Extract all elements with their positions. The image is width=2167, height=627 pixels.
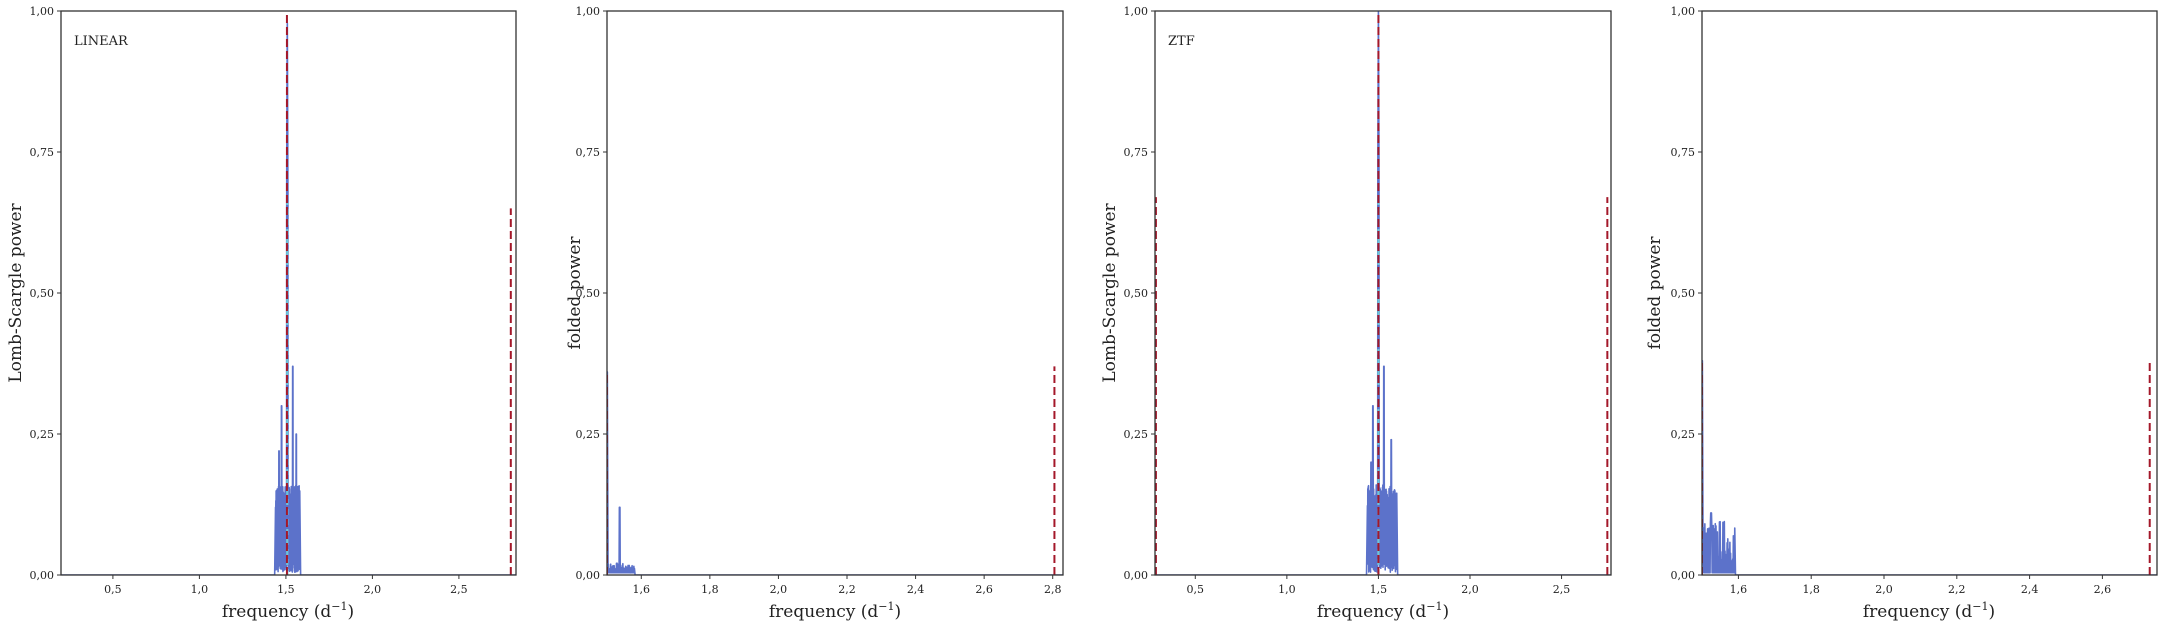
- y-tick-label: 0,25: [576, 428, 601, 441]
- power-series-line: [607, 371, 1063, 575]
- x-tick-label: 2,6: [2094, 583, 2112, 596]
- x-tick-label: 2,0: [1461, 583, 1479, 596]
- x-tick-label: 1,5: [277, 583, 295, 596]
- x-tick-label: 1,8: [1802, 583, 1820, 596]
- y-tick-label: 0,50: [576, 287, 601, 300]
- panel-label: LINEAR: [74, 34, 129, 49]
- power-series-line: [1155, 11, 1611, 575]
- x-tick-label: 0,5: [1187, 583, 1205, 596]
- y-axis-label: Lomb-Scargle power: [6, 202, 26, 382]
- x-tick-label: 2,4: [2021, 583, 2039, 596]
- panel-ztf-folded: folded power frequency (d−1) 1,6 1,8 2,0 2,…: [1645, 5, 2158, 622]
- y-tick-label: 0,75: [1671, 146, 1696, 159]
- x-tick-label: 2,8: [1044, 583, 1062, 596]
- x-axis-label: frequency (d−1): [769, 600, 901, 622]
- y-tick-label: 0,25: [30, 428, 55, 441]
- y-tick-label: 0,25: [1671, 428, 1696, 441]
- x-tick-label: 1,6: [1730, 583, 1748, 596]
- y-tick-label: 0,75: [30, 146, 55, 159]
- x-tick-label: 0,5: [104, 583, 122, 596]
- x-axis-label: frequency (d−1): [1863, 600, 1995, 622]
- panel-linear-periodogram: LINEAR Lomb-Scargle power frequency (d−1…: [6, 5, 517, 622]
- y-tick-label: 1,00: [576, 5, 601, 18]
- plot-area: [1702, 359, 2157, 575]
- y-tick-label: 0,75: [1124, 146, 1149, 159]
- x-tick-label: 1,5: [1370, 583, 1388, 596]
- y-tick-label: 0,00: [1124, 569, 1149, 582]
- y-tick-label: 0,50: [30, 287, 55, 300]
- x-tick-label: 2,2: [1948, 583, 1966, 596]
- x-axis-label: frequency (d−1): [1317, 600, 1449, 622]
- y-tick-label: 0,50: [1124, 287, 1149, 300]
- x-tick-label: 2,6: [975, 583, 993, 596]
- plot-area: [61, 11, 516, 575]
- y-axis-label: folded power: [1645, 236, 1665, 350]
- x-tick-label: 2,4: [907, 583, 925, 596]
- x-tick-label: 2,5: [450, 583, 468, 596]
- x-tick-label: 2,0: [1875, 583, 1893, 596]
- plot-area: [1155, 11, 1611, 575]
- panel-linear-folded: folded power frequency (d−1) 1,6 1,8 2,0 2,…: [565, 5, 1064, 622]
- y-tick-label: 0,50: [1671, 287, 1696, 300]
- plot-frame: [1701, 10, 2158, 576]
- x-tick-label: 2,2: [838, 583, 856, 596]
- y-axis-label: Lomb-Scargle power: [1100, 202, 1120, 382]
- panel-label: ZTF: [1168, 34, 1195, 49]
- y-tick-label: 0,25: [1124, 428, 1149, 441]
- power-series-line: [61, 22, 516, 575]
- y-tick-label: 1,00: [30, 5, 55, 18]
- x-tick-label: 1,0: [191, 583, 209, 596]
- plot-frame: [606, 10, 1064, 576]
- y-axis-label: folded power: [565, 236, 585, 350]
- x-tick-label: 1,6: [633, 583, 651, 596]
- x-tick-label: 2,5: [1553, 583, 1571, 596]
- y-tick-label: 0,00: [1671, 569, 1696, 582]
- y-tick-label: 1,00: [1124, 5, 1149, 18]
- x-tick-label: 1,0: [1278, 583, 1296, 596]
- x-tick-label: 2,0: [364, 583, 382, 596]
- power-series-line: [1702, 359, 2157, 575]
- y-tick-label: 1,00: [1671, 5, 1696, 18]
- x-tick-label: 2,0: [770, 583, 788, 596]
- y-tick-label: 0,00: [30, 569, 55, 582]
- x-axis-label: frequency (d−1): [222, 600, 354, 622]
- x-tick-label: 1,8: [701, 583, 719, 596]
- panel-ztf-periodogram: ZTF Lomb-Scargle power frequency (d−1) 0…: [1100, 5, 1612, 622]
- y-tick-label: 0,75: [576, 146, 601, 159]
- plot-area: [607, 366, 1063, 575]
- y-tick-label: 0,00: [576, 569, 601, 582]
